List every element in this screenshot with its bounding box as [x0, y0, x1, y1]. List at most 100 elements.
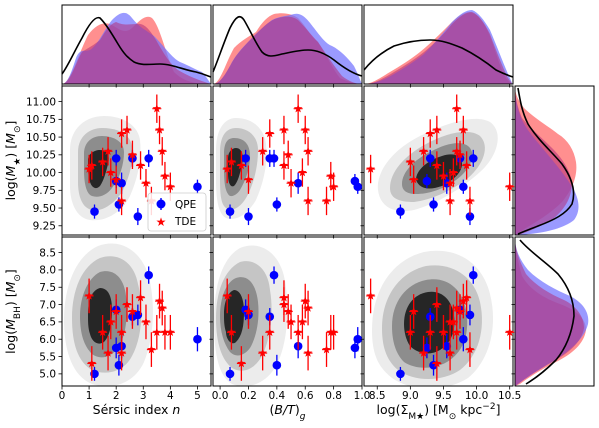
tde-point [152, 327, 162, 337]
panel-sigma-mstar-frame [363, 85, 514, 236]
y-tick-label: 6.0 [39, 334, 56, 346]
tde-point [117, 327, 126, 337]
tde-point [222, 164, 232, 173]
qpe-point [193, 182, 202, 192]
panel-n-mbh-frame [61, 236, 212, 387]
qpe-point [353, 334, 363, 344]
qpe-point [225, 207, 235, 216]
qpe-point [272, 360, 282, 370]
tde-point [326, 171, 336, 180]
qpe-point [90, 207, 99, 216]
tde-point [258, 146, 268, 155]
qpe-point [272, 200, 282, 209]
x-tick-label: 0.4 [269, 390, 286, 402]
right-marginal-mstar [514, 85, 595, 236]
tde-point [122, 299, 132, 309]
y-tick-label: 5.5 [39, 351, 56, 363]
tde-point [300, 125, 310, 134]
tde-point [419, 348, 428, 357]
top-marginal-bt [212, 4, 363, 85]
tde-point [103, 146, 113, 155]
tde-point [298, 167, 307, 177]
tde-point [87, 160, 97, 170]
tde-point [244, 175, 253, 184]
tde-point [405, 157, 415, 166]
x-tick-label: 3 [140, 390, 147, 402]
x-tick-label: 1.0 [354, 390, 371, 402]
qpe-tde-overlap-mstar [515, 86, 572, 235]
tde-point [303, 146, 313, 155]
tde-point [462, 160, 472, 170]
tde-point [279, 160, 289, 170]
axes-layer: 0 1 2 3 4 5 0.0 0.2 0.4 0.6 0.8 1.08.5 9.0 9.5 10.0 10.… [3, 84, 521, 422]
panel-bt-mstar-frame [212, 85, 363, 236]
combined-kde-sigma [363, 39, 514, 78]
tde-point [136, 293, 145, 302]
tde-point [300, 296, 310, 305]
x-tick-label: 10.0 [465, 390, 488, 402]
tde-point [449, 317, 458, 326]
tde-point [293, 327, 303, 337]
qpe-point [468, 270, 478, 280]
tde-point [293, 104, 303, 113]
tde-point [84, 291, 94, 300]
tde-point [84, 164, 94, 173]
tde-point [244, 306, 253, 316]
tde-point [425, 128, 435, 138]
tde-point [505, 327, 515, 337]
tde-point [298, 317, 307, 326]
qpe-tde-overlap-mbh [515, 237, 584, 386]
top-marginal-bt-frame [212, 4, 363, 85]
x-tick-label: 9.0 [402, 390, 419, 402]
legend: QPE ★ TDE [147, 192, 207, 232]
x-axis-label: Sérsic index n [93, 402, 181, 417]
tde-point [366, 291, 375, 300]
top-marginal-sersic-frame [61, 4, 212, 85]
tde-point [303, 348, 313, 357]
tde-point [452, 327, 462, 337]
x-tick-label: 0 [59, 390, 66, 402]
qpe-point [459, 182, 468, 192]
tde-point [283, 306, 293, 316]
top-marginal-sersic [61, 4, 212, 85]
legend-qpe-label: QPE [175, 199, 196, 211]
y-tick-label: 10.00 [26, 167, 56, 179]
y-tick-label: 7.5 [39, 282, 56, 294]
qpe-point [111, 343, 121, 353]
legend-tde-label: TDE [174, 216, 196, 228]
x-tick-label: 0.0 [212, 390, 229, 402]
panel-bt-mbh-frame [212, 236, 363, 387]
x-tick-label: 10.5 [498, 390, 521, 402]
tde-point [141, 178, 151, 187]
tde-point [452, 303, 462, 312]
tde-point [329, 327, 338, 337]
panel-sigma-mbh-frame [363, 236, 514, 387]
tde-point [122, 125, 132, 134]
tde-point [258, 348, 268, 357]
qpe-point [425, 154, 435, 163]
tde-point [455, 306, 465, 316]
contours-n-mstar [70, 116, 141, 221]
panel-n-mstar-frame [61, 85, 212, 236]
legend-tde-marker: ★ [156, 215, 167, 229]
tde-point [103, 348, 113, 357]
y-axis-label: log(MBH) [M⊙] [3, 269, 23, 354]
qpe-point [144, 154, 153, 163]
tde-point [286, 178, 296, 187]
tde-point [452, 104, 462, 113]
tde-point [237, 358, 246, 368]
combined-kde-sersic [61, 16, 212, 78]
qpe-point [193, 334, 202, 344]
tde-point [98, 327, 108, 337]
tde-point [465, 196, 475, 205]
tde-point [439, 171, 448, 180]
tde-point [155, 296, 164, 305]
y-tick-label: 10.25 [26, 150, 56, 162]
tde-point [425, 327, 435, 337]
tde-point [279, 293, 289, 302]
tde-point [432, 125, 442, 134]
tde-point [366, 164, 375, 173]
x-tick-label: 1 [86, 390, 93, 402]
tde-point [117, 196, 126, 205]
